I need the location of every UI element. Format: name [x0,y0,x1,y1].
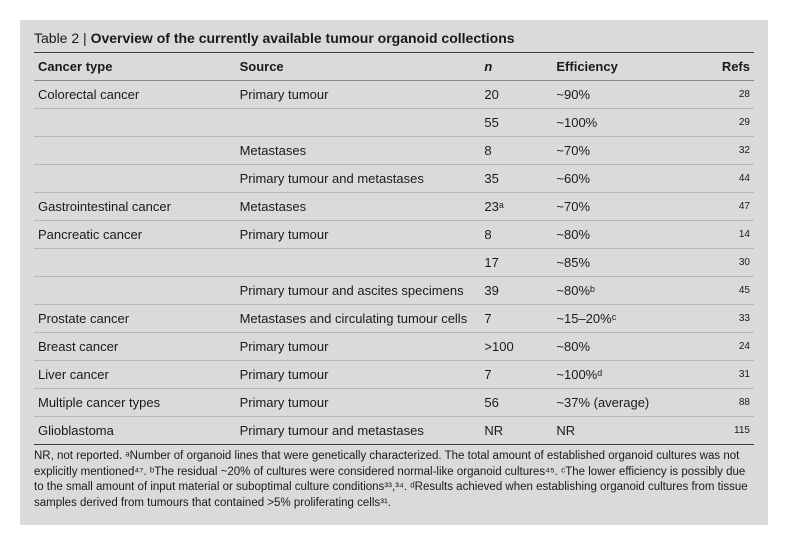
cell-refs: 14 [696,221,754,249]
cell-efficiency: ~15–20%ᶜ [552,305,696,333]
col-refs: Refs [696,53,754,81]
cell-refs: 44 [696,165,754,193]
cell-cancer-type: Pancreatic cancer [34,221,236,249]
cell-refs: 28 [696,81,754,109]
table-container: Table 2 | Overview of the currently avai… [20,20,768,525]
cell-n: 35 [480,165,552,193]
cell-efficiency: ~80% [552,333,696,361]
table-row: GlioblastomaPrimary tumour and metastase… [34,417,754,445]
cell-source: Primary tumour and metastases [236,165,481,193]
col-source: Source [236,53,481,81]
cell-cancer-type: Gastrointestinal cancer [34,193,236,221]
cell-cancer-type: Liver cancer [34,361,236,389]
cell-efficiency: ~70% [552,137,696,165]
cell-cancer-type [34,249,236,277]
cell-n: 20 [480,81,552,109]
cell-n: 39 [480,277,552,305]
cell-cancer-type [34,109,236,137]
cell-cancer-type: Prostate cancer [34,305,236,333]
cell-refs: 115 [696,417,754,445]
cell-refs: 29 [696,109,754,137]
table-row: Multiple cancer typesPrimary tumour56~37… [34,389,754,417]
table-row: Pancreatic cancerPrimary tumour8~80%14 [34,221,754,249]
cell-source: Primary tumour [236,333,481,361]
cell-n: 17 [480,249,552,277]
table-row: Primary tumour and ascites specimens39~8… [34,277,754,305]
cell-refs: 32 [696,137,754,165]
cell-source: Primary tumour [236,389,481,417]
cell-refs: 47 [696,193,754,221]
cell-n: >100 [480,333,552,361]
table-row: Liver cancerPrimary tumour7~100%ᵈ31 [34,361,754,389]
cell-efficiency: ~85% [552,249,696,277]
cell-efficiency: ~37% (average) [552,389,696,417]
cell-source: Metastases and circulating tumour cells [236,305,481,333]
cell-n: 8 [480,221,552,249]
cell-efficiency: ~70% [552,193,696,221]
table-row: Breast cancerPrimary tumour>100~80%24 [34,333,754,361]
cell-refs: 31 [696,361,754,389]
cell-cancer-type [34,165,236,193]
table-row: Prostate cancerMetastases and circulatin… [34,305,754,333]
cell-efficiency: ~100%ᵈ [552,361,696,389]
cell-source [236,249,481,277]
cell-efficiency: ~80%ᵇ [552,277,696,305]
cell-source [236,109,481,137]
cell-source: Primary tumour [236,361,481,389]
cell-n: 23ᵃ [480,193,552,221]
organoid-table: Cancer type Source n Efficiency Refs Col… [34,52,754,445]
col-n: n [480,53,552,81]
table-row: 55~100%29 [34,109,754,137]
table-label: Table 2 | [34,30,87,46]
cell-source: Primary tumour [236,221,481,249]
cell-n: 55 [480,109,552,137]
cell-n: NR [480,417,552,445]
cell-source: Metastases [236,193,481,221]
cell-refs: 24 [696,333,754,361]
cell-refs: 45 [696,277,754,305]
table-row: Gastrointestinal cancerMetastases23ᵃ~70%… [34,193,754,221]
cell-efficiency: ~60% [552,165,696,193]
table-caption: Table 2 | Overview of the currently avai… [34,30,754,46]
cell-source: Primary tumour [236,81,481,109]
cell-efficiency: ~100% [552,109,696,137]
cell-efficiency: NR [552,417,696,445]
cell-cancer-type: Breast cancer [34,333,236,361]
cell-source: Primary tumour and ascites specimens [236,277,481,305]
table-row: Primary tumour and metastases35~60%44 [34,165,754,193]
cell-refs: 88 [696,389,754,417]
cell-efficiency: ~80% [552,221,696,249]
table-body: Colorectal cancerPrimary tumour20~90%285… [34,81,754,445]
table-row: Metastases8~70%32 [34,137,754,165]
table-row: 17~85%30 [34,249,754,277]
cell-source: Metastases [236,137,481,165]
cell-cancer-type [34,277,236,305]
cell-cancer-type: Colorectal cancer [34,81,236,109]
table-row: Colorectal cancerPrimary tumour20~90%28 [34,81,754,109]
table-footnote: NR, not reported. ᵃNumber of organoid li… [34,449,754,511]
col-cancer-type: Cancer type [34,53,236,81]
cell-source: Primary tumour and metastases [236,417,481,445]
col-efficiency: Efficiency [552,53,696,81]
cell-cancer-type: Glioblastoma [34,417,236,445]
cell-n: 56 [480,389,552,417]
cell-cancer-type: Multiple cancer types [34,389,236,417]
cell-n: 8 [480,137,552,165]
cell-refs: 30 [696,249,754,277]
table-header-row: Cancer type Source n Efficiency Refs [34,53,754,81]
cell-efficiency: ~90% [552,81,696,109]
cell-n: 7 [480,305,552,333]
cell-n: 7 [480,361,552,389]
table-title: Overview of the currently available tumo… [91,30,515,46]
cell-refs: 33 [696,305,754,333]
cell-cancer-type [34,137,236,165]
